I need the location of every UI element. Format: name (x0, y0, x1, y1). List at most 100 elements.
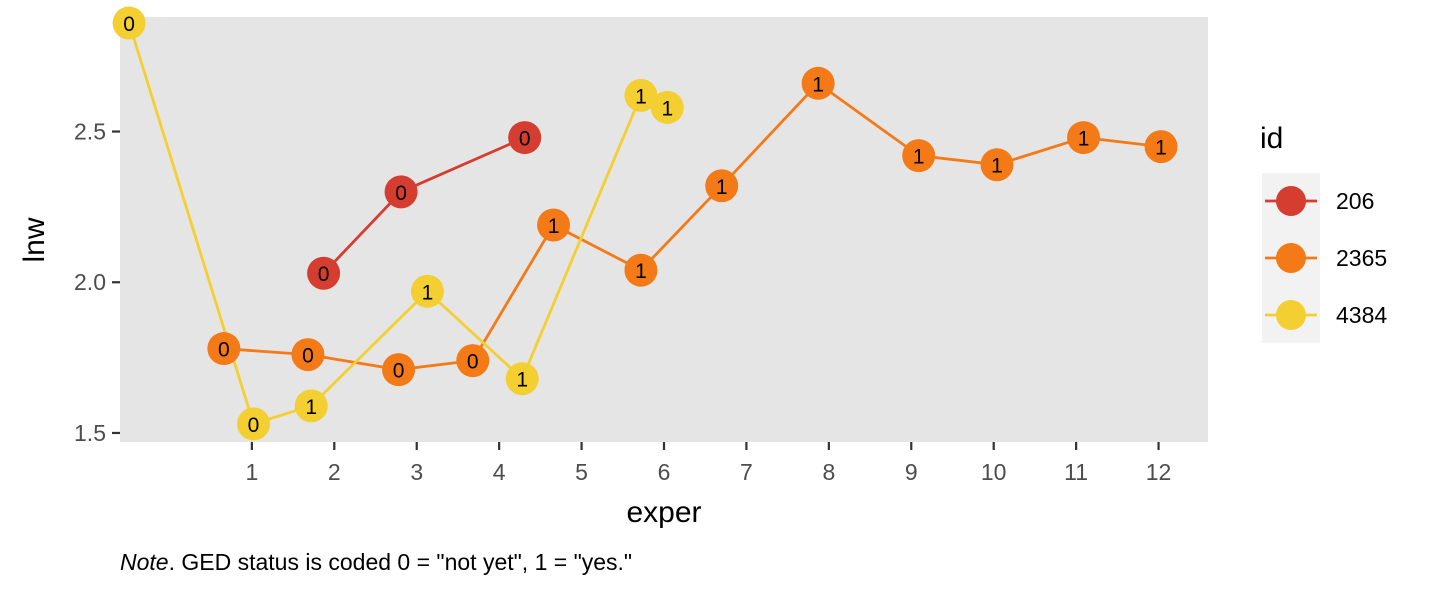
point-marker (902, 139, 936, 173)
point-marker (801, 66, 835, 100)
data-point: 1 (1067, 121, 1101, 155)
point-label: 0 (318, 263, 330, 286)
data-point: 1 (537, 208, 571, 242)
x-tick-label: 3 (410, 459, 423, 485)
data-point: 1 (505, 362, 539, 396)
legend-label: 4384 (1336, 302, 1387, 328)
point-marker (624, 78, 658, 112)
y-tick-label: 1.5 (74, 420, 106, 446)
point-label: 1 (1155, 137, 1167, 160)
data-point: 0 (207, 332, 241, 366)
point-label: 1 (516, 369, 528, 392)
x-tick-label: 11 (1064, 459, 1088, 485)
x-tick-label: 9 (905, 459, 918, 485)
point-marker (410, 274, 444, 308)
legend-item-2365: 2365 (1265, 243, 1387, 273)
point-marker (705, 169, 739, 203)
point-label: 1 (548, 215, 560, 238)
point-marker (1067, 121, 1101, 155)
data-point: 0 (508, 121, 542, 155)
point-label: 0 (248, 414, 260, 437)
x-tick-label: 6 (658, 459, 671, 485)
data-point: 1 (410, 274, 444, 308)
data-point: 0 (237, 407, 271, 441)
data-point: 0 (307, 256, 341, 290)
y-tick-label: 2.5 (74, 119, 106, 145)
x-tick-label: 10 (981, 459, 1007, 485)
point-label: 1 (422, 281, 434, 304)
point-marker (307, 256, 341, 290)
point-label: 1 (991, 155, 1003, 178)
legend-key-marker (1276, 300, 1306, 330)
legend-label: 206 (1336, 188, 1374, 214)
point-label: 0 (123, 13, 135, 36)
point-marker (1144, 130, 1178, 164)
point-label: 0 (302, 345, 314, 368)
legend-item-4384: 4384 (1265, 300, 1387, 330)
y-axis: 1.5 2.0 2.5 (74, 119, 120, 446)
point-marker (384, 175, 418, 209)
data-point: 0 (112, 6, 146, 40)
legend-key-marker (1276, 186, 1306, 216)
y-axis-title: lnw (18, 217, 51, 262)
point-marker (537, 208, 571, 242)
legend: id 206 2365 4384 (1260, 122, 1387, 343)
data-point: 1 (801, 66, 835, 100)
point-marker (112, 6, 146, 40)
x-axis: 1 2 3 4 5 6 7 8 9 10 11 12 (245, 442, 1171, 485)
x-tick-label: 5 (575, 459, 588, 485)
point-label: 1 (812, 73, 824, 96)
x-tick-label: 8 (822, 459, 835, 485)
point-label: 0 (467, 351, 479, 374)
data-point: 0 (384, 175, 418, 209)
data-point: 1 (980, 148, 1014, 182)
point-marker (624, 253, 658, 287)
caption-text: . GED status is coded 0 = "not yet", 1 =… (169, 549, 633, 575)
point-label: 1 (716, 176, 728, 199)
legend-item-206: 206 (1265, 186, 1374, 216)
point-label: 1 (661, 97, 673, 120)
data-point: 1 (650, 90, 684, 124)
data-point: 1 (294, 389, 328, 423)
legend-key-marker (1276, 243, 1306, 273)
data-point: 1 (705, 169, 739, 203)
data-point: 0 (291, 338, 325, 372)
point-marker (508, 121, 542, 155)
point-marker (456, 344, 490, 378)
data-point: 1 (902, 139, 936, 173)
x-tick-label: 1 (245, 459, 258, 485)
data-point: 1 (624, 253, 658, 287)
data-point: 0 (382, 353, 416, 387)
data-point: 0 (456, 344, 490, 378)
point-label: 1 (1078, 128, 1090, 151)
point-marker (291, 338, 325, 372)
point-marker (207, 332, 241, 366)
plot-panel (120, 17, 1208, 442)
point-marker (294, 389, 328, 423)
data-point: 1 (1144, 130, 1178, 164)
point-marker (505, 362, 539, 396)
x-tick-label: 4 (493, 459, 506, 485)
x-tick-label: 12 (1146, 459, 1172, 485)
legend-title: id (1260, 122, 1283, 155)
data-point: 1 (624, 78, 658, 112)
point-marker (382, 353, 416, 387)
point-label: 0 (395, 182, 407, 205)
x-axis-title: exper (626, 496, 701, 529)
caption-italic: Note (120, 549, 169, 575)
point-label: 0 (393, 360, 405, 383)
point-label: 1 (635, 260, 647, 283)
point-label: 1 (635, 85, 647, 108)
x-tick-label: 7 (740, 459, 753, 485)
point-label: 1 (913, 146, 925, 169)
point-label: 1 (305, 396, 317, 419)
point-label: 0 (519, 128, 531, 151)
point-marker (237, 407, 271, 441)
point-label: 0 (218, 339, 230, 362)
point-marker (980, 148, 1014, 182)
x-tick-label: 2 (328, 459, 341, 485)
point-marker (650, 90, 684, 124)
y-tick-label: 2.0 (74, 269, 106, 295)
